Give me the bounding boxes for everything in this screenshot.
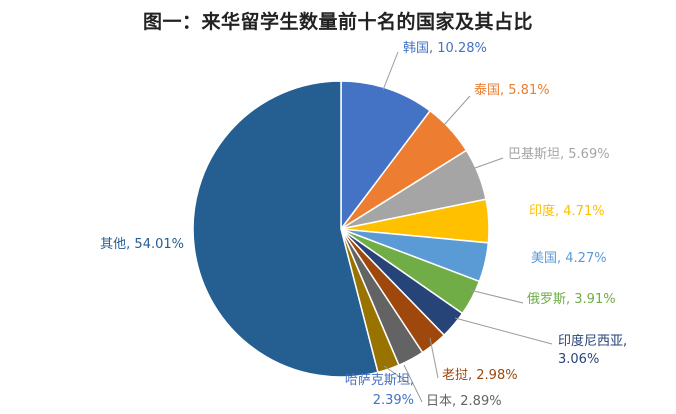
slice-label-2: 泰国, 5.81% [474, 83, 550, 98]
leader-line-9 [403, 364, 423, 403]
leader-line-7 [454, 317, 553, 345]
slice-label-7: 印度尼西亚, 3.06% [558, 333, 627, 367]
slice-label-5: 美国, 4.27% [531, 251, 607, 266]
leader-line-2 [443, 95, 471, 126]
slice-label-6: 俄罗斯, 3.91% [527, 292, 616, 307]
leader-line-8 [429, 337, 439, 379]
pie-slice-1 [340, 80, 432, 232]
leader-line-3 [474, 157, 504, 169]
slice-label-8: 老挝, 2.98% [442, 368, 518, 383]
chart-title: 图一：来华留学生数量前十名的国家及其占比 [142, 11, 533, 33]
leader-line-6 [469, 289, 524, 304]
slice-label-4: 印度, 4.71% [529, 203, 605, 219]
slice-label-10: 哈萨克斯坦, 2.39% [345, 373, 414, 408]
slice-label-1: 韩国, 10.28% [403, 41, 487, 56]
slice-label-11: 其他, 54.01% [100, 237, 184, 252]
leader-line-10 [383, 365, 411, 385]
pie-slice-11 [192, 80, 379, 378]
slice-label-3: 巴基斯坦, 5.69% [508, 147, 610, 162]
leader-line-1 [382, 51, 399, 91]
slice-label-9: 日本, 2.89% [426, 394, 502, 409]
